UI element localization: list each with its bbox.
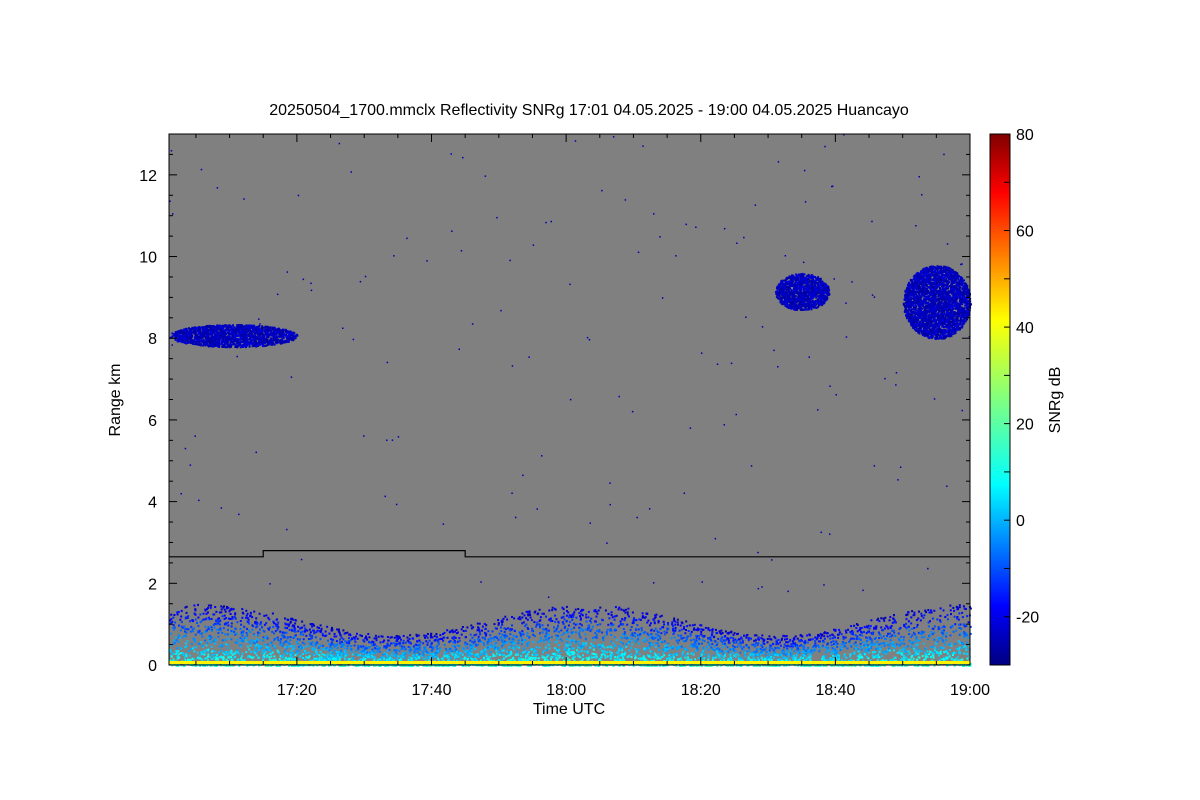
y-axis-label: Range km — [107, 364, 124, 437]
x-tick-label: 19:00 — [950, 682, 990, 699]
colorbar-tick-label: 20 — [1016, 417, 1034, 434]
x-axis-label: Time UTC — [533, 701, 605, 718]
colorbar-tick-label: 80 — [1016, 127, 1034, 144]
y-tick-label: 2 — [148, 576, 157, 593]
colorbar-label: SNRg dB — [1047, 367, 1064, 434]
colorbar-tick-label: 40 — [1016, 320, 1034, 337]
reference-line — [169, 550, 970, 558]
echo-region-0 — [169, 324, 299, 349]
x-tick-label: 18:00 — [546, 682, 586, 699]
x-tick-label: 17:20 — [277, 682, 317, 699]
colorbar-tick-label: -20 — [1016, 610, 1039, 627]
colorbar-axis: -20 0 20 40 60 80 — [1004, 127, 1039, 666]
x-tick-label: 18:40 — [815, 682, 855, 699]
colorbar-tick-label: 0 — [1016, 513, 1025, 530]
plot-background — [169, 134, 970, 665]
x-axis: 17:20 17:40 18:00 18:20 18:40 19:00 — [195, 134, 990, 699]
echo-region-1 — [775, 272, 831, 311]
noise-specks — [169, 134, 971, 598]
colorbar — [989, 133, 1011, 666]
colorbar-tick-label: 60 — [1016, 224, 1034, 241]
chart-title: 20250504_1700.mmclx Reflectivity SNRg 17… — [269, 102, 909, 119]
y-axis: 0 2 4 6 8 10 12 — [139, 133, 970, 675]
y-tick-label: 8 — [148, 331, 157, 348]
y-tick-label: 12 — [139, 168, 157, 185]
x-tick-label: 18:20 — [681, 682, 721, 699]
y-tick-label: 10 — [139, 250, 157, 267]
x-tick-label: 17:40 — [411, 682, 451, 699]
y-tick-label: 4 — [148, 495, 157, 512]
y-tick-label: 0 — [148, 658, 157, 675]
y-tick-label: 6 — [148, 413, 157, 430]
